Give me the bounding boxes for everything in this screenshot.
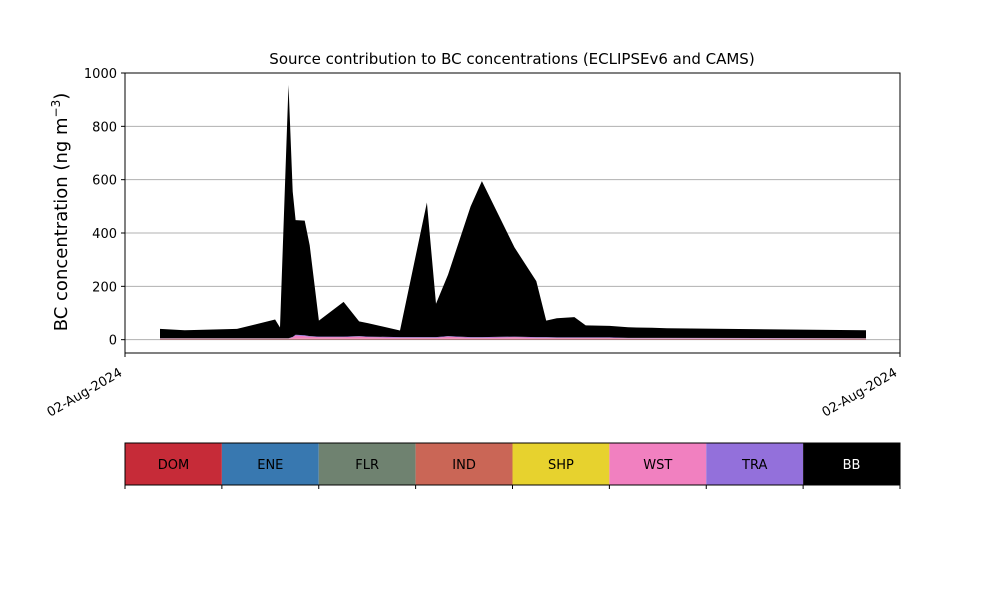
legend-label-bb: BB bbox=[843, 458, 861, 473]
legend-label-ind: IND bbox=[452, 458, 476, 473]
legend-label-flr: FLR bbox=[355, 458, 379, 473]
y-tick-label: 600 bbox=[92, 174, 117, 189]
legend-label-tra: TRA bbox=[741, 458, 767, 473]
y-tick-label: 400 bbox=[92, 227, 117, 242]
x-tick-label: 02-Aug-2024 bbox=[820, 365, 900, 420]
legend-label-shp: SHP bbox=[548, 458, 574, 473]
legend-label-dom: DOM bbox=[158, 458, 189, 473]
y-axis-label: BC concentration (ng m−3) bbox=[49, 93, 72, 332]
legend: DOM ENE FLR IND SHP WST TRA BB bbox=[125, 443, 900, 489]
y-tick-label: 800 bbox=[92, 120, 117, 135]
y-tick-label: 1000 bbox=[84, 67, 117, 82]
y-tick-label: 200 bbox=[92, 280, 117, 295]
legend-label-ene: ENE bbox=[257, 458, 283, 473]
x-tick-label: 02-Aug-2024 bbox=[45, 365, 125, 420]
plot-area: 0 200 400 600 800 1000 02-Aug-2024 02-Aug-2024 bbox=[45, 67, 900, 421]
chart-title: Source contribution to BC concentrations… bbox=[269, 50, 754, 68]
area-series-bb bbox=[160, 85, 866, 338]
legend-label-wst: WST bbox=[643, 458, 672, 473]
y-tick-label: 0 bbox=[109, 334, 117, 349]
